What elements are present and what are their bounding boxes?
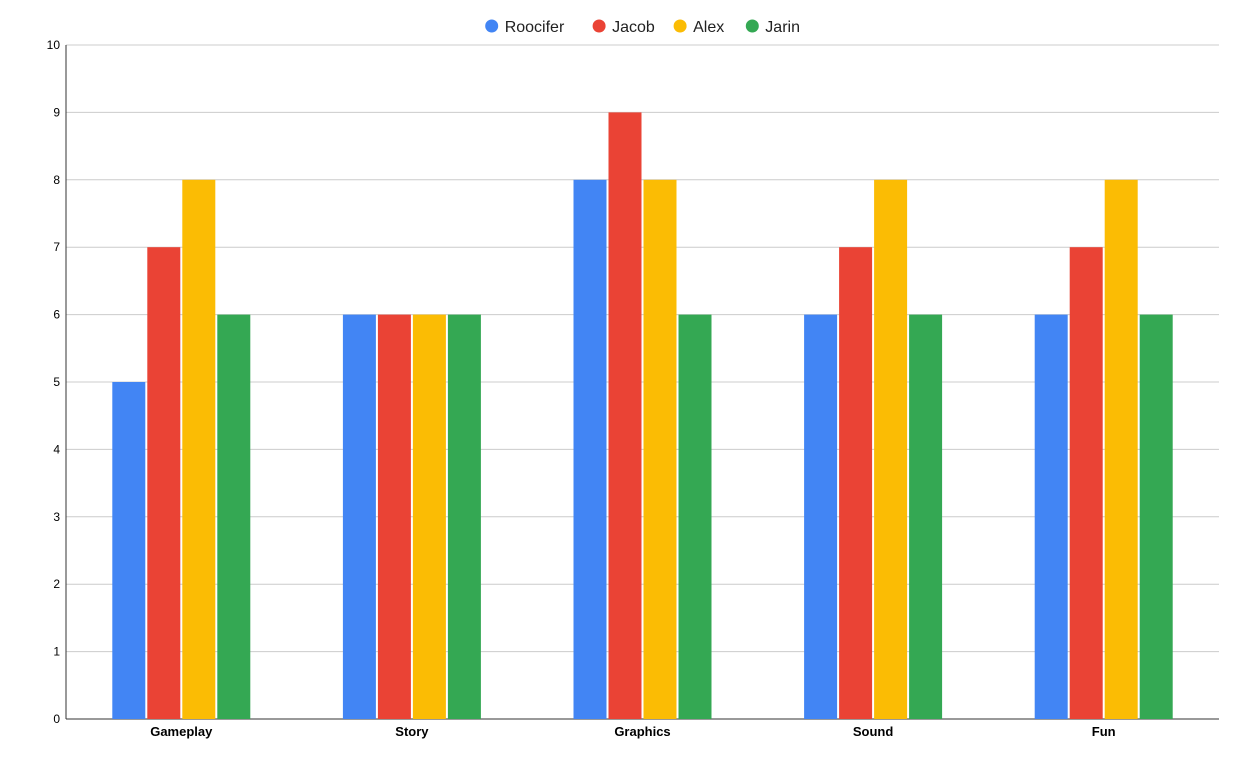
legend: Roocifer Jacob Alex Jarin (485, 19, 800, 36)
y-tick-label: 7 (53, 240, 60, 254)
bars (112, 112, 1173, 720)
legend-swatch-roocifer (485, 19, 499, 33)
bar-gameplay-roocifer (112, 382, 146, 719)
x-tick-label: Sound (853, 724, 893, 739)
bar-graphics-jacob (608, 112, 642, 719)
y-tick-label: 2 (53, 577, 60, 591)
bar-fun-roocifer (1034, 314, 1068, 719)
bar-graphics-alex (643, 179, 677, 720)
y-tick-label: 8 (53, 173, 60, 187)
legend-label-jacob: Jacob (612, 19, 655, 36)
bar-gameplay-jacob (147, 247, 181, 719)
bar-story-roocifer (342, 314, 376, 719)
legend-label-jarin: Jarin (765, 19, 800, 36)
bar-story-alex (412, 314, 446, 719)
x-tick-label: Gameplay (150, 724, 213, 739)
y-tick-label: 5 (53, 375, 60, 389)
bar-graphics-roocifer (573, 179, 607, 720)
gridlines (66, 44, 1219, 653)
axes (65, 45, 1219, 720)
y-tick-label: 3 (53, 510, 60, 524)
bar-gameplay-alex (182, 179, 216, 720)
bar-fun-jacob (1069, 247, 1103, 719)
legend-label-alex: Alex (693, 19, 724, 36)
legend-swatch-jacob (592, 19, 606, 33)
legend-swatch-jarin (745, 19, 759, 33)
legend-swatch-alex (673, 19, 687, 33)
y-tick-label: 4 (53, 442, 60, 456)
bar-sound-roocifer (804, 314, 838, 719)
x-tick-label: Graphics (614, 724, 670, 739)
y-tick-label: 10 (47, 38, 61, 52)
bar-story-jarin (447, 314, 481, 719)
bar-sound-jarin (909, 314, 943, 719)
bar-graphics-jarin (678, 314, 712, 719)
tick-labels: 0 1 2 3 4 5 6 7 8 9 10 Gameplay Story Graphics Sound Fu… (47, 38, 1116, 739)
y-tick-label: 1 (53, 645, 60, 659)
bar-fun-jarin (1139, 314, 1173, 719)
bar-gameplay-jarin (217, 314, 251, 719)
bar-story-jacob (377, 314, 411, 719)
y-tick-label: 6 (53, 308, 60, 322)
y-tick-label: 0 (53, 712, 60, 726)
bar-fun-alex (1104, 179, 1138, 720)
y-tick-label: 9 (53, 105, 60, 119)
legend-label-roocifer: Roocifer (505, 19, 565, 36)
x-tick-label: Story (395, 724, 429, 739)
bar-sound-jacob (839, 247, 873, 719)
x-tick-label: Fun (1092, 724, 1116, 739)
bar-sound-alex (874, 179, 908, 720)
